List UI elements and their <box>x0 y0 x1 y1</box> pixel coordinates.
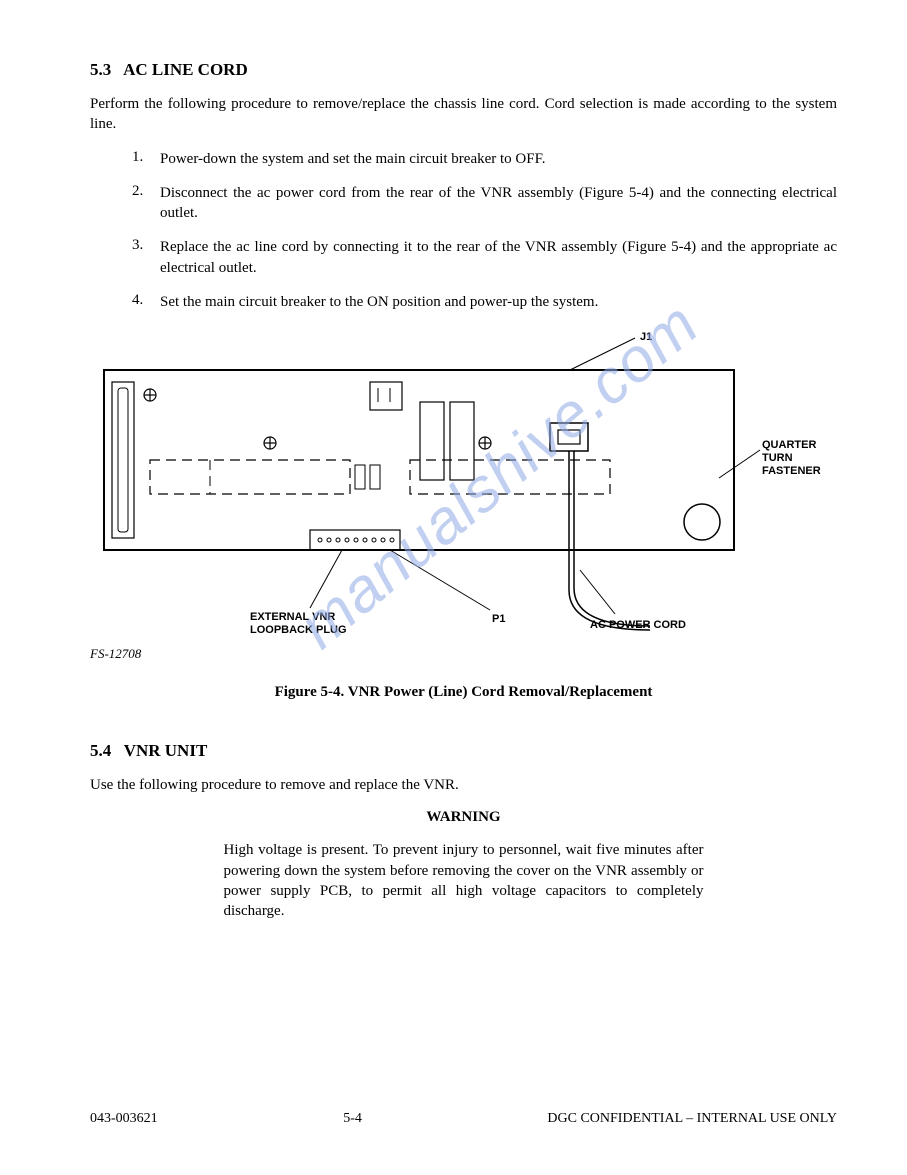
label-p1: P1 <box>492 613 505 625</box>
step-text: Set the main circuit breaker to the ON p… <box>160 292 837 312</box>
step-number: 1. <box>132 149 160 169</box>
section-54-heading: 5.4 VNR UNIT <box>90 741 837 761</box>
list-item: 3. Replace the ac line cord by connectin… <box>132 237 837 278</box>
vnr-diagram: J1 QUARTER TURN FASTENER EXTERNAL VNR LO… <box>90 330 830 640</box>
step-text: Replace the ac line cord by connecting i… <box>160 237 837 278</box>
figure-5-4: J1 QUARTER TURN FASTENER EXTERNAL VNR LO… <box>90 330 837 701</box>
list-item: 2. Disconnect the ac power cord from the… <box>132 183 837 224</box>
label-j1: J1 <box>640 331 652 343</box>
section-53-number: 5.3 <box>90 60 111 79</box>
list-item: 4. Set the main circuit breaker to the O… <box>132 292 837 312</box>
footer-confidential: DGC CONFIDENTIAL – INTERNAL USE ONLY <box>547 1111 837 1127</box>
figure-caption: Figure 5-4. VNR Power (Line) Cord Remova… <box>90 684 837 701</box>
warning-heading: WARNING <box>90 809 837 826</box>
footer-doc-number: 043-003621 <box>90 1111 158 1127</box>
step-text: Power-down the system and set the main c… <box>160 149 837 169</box>
section-53-heading: 5.3 AC LINE CORD <box>90 60 837 80</box>
footer-page-number: 5-4 <box>158 1111 548 1127</box>
list-item: 1. Power-down the system and set the mai… <box>132 149 837 169</box>
section-53-intro: Perform the following procedure to remov… <box>90 94 837 135</box>
step-number: 2. <box>132 183 160 224</box>
page-footer: 043-003621 5-4 DGC CONFIDENTIAL – INTERN… <box>90 1111 837 1127</box>
figure-fs-number: FS-12708 <box>90 646 837 662</box>
section-54-number: 5.4 <box>90 741 111 760</box>
step-number: 4. <box>132 292 160 312</box>
section-54-title: VNR UNIT <box>124 741 208 760</box>
label-ac-power: AC POWER CORD <box>590 619 686 631</box>
label-quarter-turn: QUARTER TURN FASTENER <box>762 439 821 477</box>
section-53-title: AC LINE CORD <box>123 60 248 79</box>
step-text: Disconnect the ac power cord from the re… <box>160 183 837 224</box>
warning-text: High voltage is present. To prevent inju… <box>224 840 704 921</box>
label-external-vnr: EXTERNAL VNR LOOPBACK PLUG <box>250 611 347 636</box>
section-54-intro: Use the following procedure to remove an… <box>90 775 837 795</box>
step-number: 3. <box>132 237 160 278</box>
section-53-steps: 1. Power-down the system and set the mai… <box>132 149 837 313</box>
